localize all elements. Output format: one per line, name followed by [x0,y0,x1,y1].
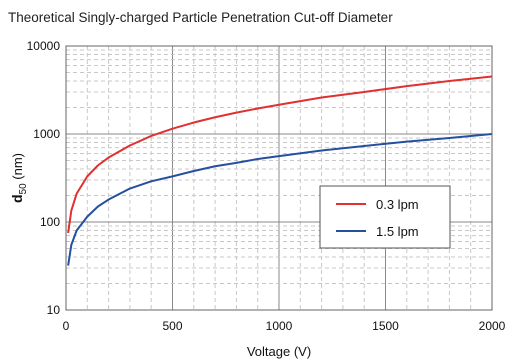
y-tick-label: 10 [47,303,61,317]
series-lines [67,75,493,266]
x-tick-label: 2000 [479,319,506,333]
x-tick-label: 500 [162,319,182,333]
legend: 0.3 lpm 1.5 lpm [319,185,451,249]
y-axis-label: d50 (nm) [9,153,29,203]
x-tick-label: 0 [63,319,70,333]
y-axis-label-subscript: 50 [18,183,29,195]
y-axis-label-main: d [9,194,25,203]
legend-label-0-3-lpm: 0.3 lpm [376,197,419,212]
grid [66,46,492,310]
series-line-0-3-lpm [67,75,493,234]
y-tick-label: 100 [40,215,60,229]
x-tick-label: 1000 [266,319,293,333]
x-axis-label: Voltage (V) [247,344,311,359]
x-tick-label: 1500 [372,319,399,333]
y-axis-label-unit: (nm) [10,153,25,183]
plot-frame [65,45,493,311]
y-tick-labels: 10 100 1000 10000 [27,39,61,317]
series-line-1-5-lpm [67,133,493,266]
y-tick-label: 10000 [27,39,61,53]
legend-label-1-5-lpm: 1.5 lpm [376,224,419,239]
y-tick-label: 1000 [33,127,60,141]
x-tick-labels: 0 500 1000 1500 2000 [63,319,506,333]
legend-box [319,185,451,249]
chart-title: Theoretical Singly-charged Particle Pene… [8,10,393,25]
